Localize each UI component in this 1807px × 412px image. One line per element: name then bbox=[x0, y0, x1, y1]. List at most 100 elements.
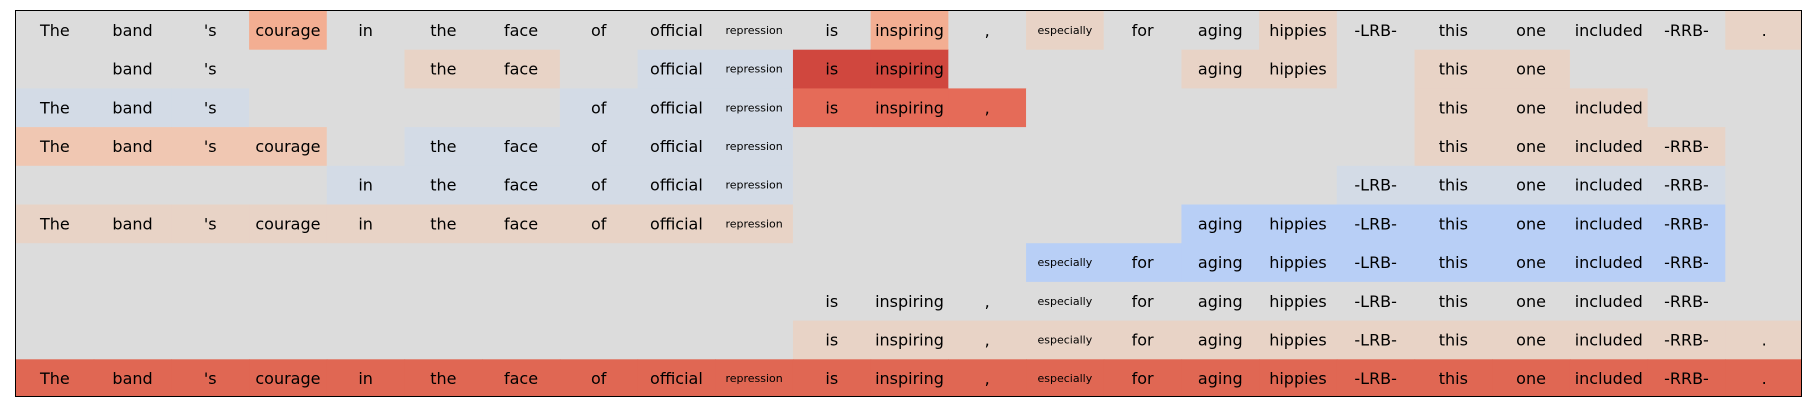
heatmap-cell bbox=[93, 320, 172, 360]
token-label: -RRB- bbox=[1664, 330, 1709, 349]
heatmap-cell bbox=[559, 204, 639, 244]
heatmap-cell bbox=[559, 11, 639, 51]
heatmap-cell bbox=[171, 359, 250, 396]
token-label: the bbox=[430, 176, 456, 195]
token-label: inspiring bbox=[875, 98, 944, 117]
heatmap-cell bbox=[1414, 11, 1493, 51]
heatmap-cell bbox=[1336, 320, 1416, 360]
heatmap-cell bbox=[637, 127, 716, 167]
heatmap-cell bbox=[715, 49, 794, 89]
heatmap-cell bbox=[1725, 88, 1801, 128]
token-label: official bbox=[650, 98, 703, 117]
heatmap-cell bbox=[404, 88, 483, 128]
heatmap-cell bbox=[93, 204, 172, 244]
heatmap-cell bbox=[637, 281, 716, 322]
heatmap-cell bbox=[93, 49, 172, 89]
heatmap-cell bbox=[1103, 88, 1183, 128]
heatmap-cell bbox=[326, 243, 406, 283]
heatmap-cell bbox=[1103, 243, 1183, 283]
heatmap-cell bbox=[792, 127, 872, 167]
heatmap-cell bbox=[948, 11, 1027, 51]
heatmap-cell bbox=[16, 204, 95, 244]
token-label: aging bbox=[1198, 330, 1243, 349]
heatmap-cell bbox=[93, 127, 172, 167]
heatmap-cell bbox=[326, 88, 406, 128]
heatmap-cell bbox=[1492, 165, 1571, 206]
heatmap-cell bbox=[637, 165, 716, 206]
heatmap-cell bbox=[1026, 88, 1105, 128]
heatmap-cell bbox=[1026, 320, 1105, 360]
heatmap-cell bbox=[16, 165, 95, 206]
heatmap-cell bbox=[792, 204, 872, 244]
token-label: aging bbox=[1198, 292, 1243, 311]
token-label: repression bbox=[725, 140, 782, 153]
heatmap-cell bbox=[171, 49, 250, 89]
heatmap-cell bbox=[1259, 359, 1338, 396]
heatmap-cell bbox=[715, 11, 794, 51]
token-label: courage bbox=[255, 137, 320, 156]
heatmap-cell bbox=[16, 243, 95, 283]
heatmap-cell bbox=[1336, 49, 1416, 89]
token-label: -RRB- bbox=[1664, 21, 1709, 40]
token-label: face bbox=[504, 60, 538, 79]
heatmap-cell bbox=[1026, 204, 1105, 244]
token-label: included bbox=[1575, 292, 1643, 311]
token-label: aging bbox=[1198, 369, 1243, 388]
token-label: 's bbox=[204, 214, 217, 233]
token-label: repression bbox=[725, 63, 782, 76]
heatmap-cell bbox=[1647, 11, 1726, 51]
token-label: the bbox=[430, 137, 456, 156]
token-label: especially bbox=[1038, 295, 1093, 308]
heatmap-cell bbox=[93, 243, 172, 283]
heatmap-cell bbox=[948, 359, 1027, 396]
heatmap-cell bbox=[16, 359, 95, 396]
heatmap-cell bbox=[792, 281, 872, 322]
heatmap-cell bbox=[482, 49, 561, 89]
token-label: official bbox=[650, 214, 703, 233]
token-label: repression bbox=[725, 217, 782, 230]
heatmap-cell bbox=[249, 243, 328, 283]
heatmap-cell bbox=[1647, 88, 1726, 128]
token-label: for bbox=[1132, 21, 1154, 40]
heatmap-cell bbox=[1181, 320, 1260, 360]
heatmap-cell bbox=[171, 320, 250, 360]
heatmap-cell bbox=[1026, 243, 1105, 283]
token-label: one bbox=[1516, 214, 1546, 233]
token-label: aging bbox=[1198, 253, 1243, 272]
token-label: The bbox=[39, 21, 70, 40]
heatmap-cell bbox=[1181, 359, 1260, 396]
heatmap-cell bbox=[1336, 11, 1416, 51]
heatmap-cell bbox=[1181, 88, 1260, 128]
heatmap-cell bbox=[870, 359, 949, 396]
heatmap-cell bbox=[404, 11, 483, 51]
heatmap-cell bbox=[1026, 127, 1105, 167]
heatmap-cell bbox=[1026, 11, 1105, 51]
token-label: inspiring bbox=[875, 369, 944, 388]
token-label: for bbox=[1132, 292, 1154, 311]
heatmap-cell bbox=[482, 243, 561, 283]
heatmap-cell bbox=[1026, 165, 1105, 206]
heatmap-cell bbox=[870, 204, 949, 244]
token-label: -LRB- bbox=[1354, 369, 1397, 388]
heatmap-cell bbox=[1414, 243, 1493, 283]
heatmap-cell bbox=[1259, 88, 1338, 128]
heatmap-cell bbox=[171, 11, 250, 51]
heatmap-cell bbox=[404, 243, 483, 283]
heatmap-cell bbox=[1647, 243, 1726, 283]
heatmap-cell bbox=[326, 281, 406, 322]
token-label: is bbox=[825, 98, 838, 117]
heatmap-cell bbox=[792, 165, 872, 206]
token-label: aging bbox=[1198, 60, 1243, 79]
heatmap-cell bbox=[637, 204, 716, 244]
token-label: included bbox=[1575, 253, 1643, 272]
heatmap-cell bbox=[249, 165, 328, 206]
heatmap-cell bbox=[1569, 359, 1649, 396]
token-label: this bbox=[1439, 137, 1468, 156]
heatmap-cell bbox=[482, 88, 561, 128]
token-label: of bbox=[591, 21, 607, 40]
heatmap-cell bbox=[1026, 49, 1105, 89]
heatmap-cell bbox=[1569, 204, 1649, 244]
token-label: of bbox=[591, 176, 607, 195]
heatmap-cell bbox=[1026, 359, 1105, 396]
token-label: -LRB- bbox=[1354, 330, 1397, 349]
